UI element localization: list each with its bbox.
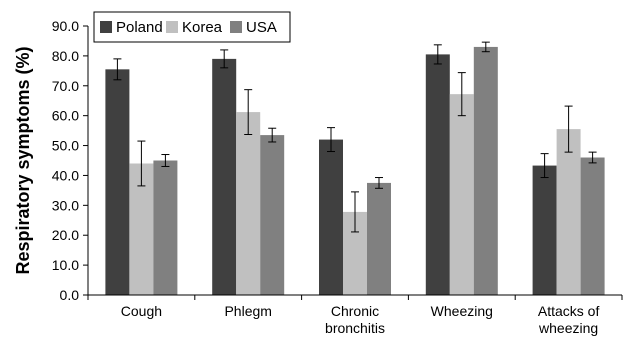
legend-swatch-usa — [230, 21, 242, 33]
x-axis-tick-labels: Cough Phlegm Chronic bronchitis Wheezing Atta… — [121, 303, 600, 336]
y-tick-label: 50.0 — [52, 138, 79, 154]
x-tick-label: Phlegm — [224, 303, 271, 319]
x-tick-label-line: Wheezing — [431, 303, 493, 319]
legend-swatch-korea — [166, 21, 178, 33]
legend-label-korea: Korea — [182, 19, 223, 36]
bar-poland-0 — [105, 69, 130, 295]
legend-label-usa: USA — [246, 19, 277, 36]
bar-korea-3 — [449, 94, 474, 295]
bar-poland-3 — [425, 54, 450, 296]
bar-korea-1 — [236, 112, 261, 295]
x-tick-label: Attacks of wheezing — [538, 303, 600, 336]
x-tick-label-line: wheezing — [538, 320, 598, 336]
y-tick-label: 80.0 — [52, 48, 79, 64]
y-tick-label: 60.0 — [52, 108, 79, 124]
y-tick-label: 20.0 — [52, 227, 79, 243]
legend-label-poland: Poland — [116, 19, 163, 36]
y-tick-label: 90.0 — [52, 18, 79, 34]
bar-usa-4 — [580, 157, 605, 295]
bar-korea-4 — [556, 129, 581, 295]
legend-box — [93, 11, 291, 43]
x-tick-label: Chronic bronchitis — [325, 303, 385, 336]
y-tick-label: 70.0 — [52, 78, 79, 94]
legend: Poland Korea USA — [93, 11, 291, 43]
legend-swatch-poland — [100, 21, 112, 33]
x-tick-label-line: Chronic — [331, 303, 379, 319]
y-tick-label: 30.0 — [52, 197, 79, 213]
bar-poland-4 — [532, 165, 557, 295]
y-tick-label: 40.0 — [52, 167, 79, 183]
axes — [87, 26, 623, 300]
bar-poland-1 — [212, 58, 237, 295]
x-tick-label-line: Attacks of — [538, 303, 600, 319]
y-axis-title: Respiratory symptoms (%) — [13, 46, 33, 274]
x-tick-label: Cough — [121, 303, 162, 319]
y-axis-ticks: 0.0 10.0 20.0 30.0 40.0 50.0 60.0 70.0 80.0 90.0 — [52, 18, 88, 303]
bar-poland-2 — [319, 139, 343, 295]
x-tick-label-line: Cough — [121, 303, 162, 319]
bar-usa-2 — [367, 182, 391, 295]
y-axis-title-group: Respiratory symptoms (%) — [13, 46, 33, 274]
x-tick-label: Wheezing — [431, 303, 493, 319]
x-tick-label-line: Phlegm — [224, 303, 271, 319]
x-tick-label-line: bronchitis — [325, 320, 385, 336]
bar-usa-0 — [153, 160, 178, 295]
bar-usa-1 — [260, 135, 285, 295]
y-tick-label: 0.0 — [60, 287, 80, 303]
y-tick-label: 10.0 — [52, 257, 79, 273]
bars — [105, 41, 605, 296]
bar-usa-3 — [473, 46, 498, 295]
